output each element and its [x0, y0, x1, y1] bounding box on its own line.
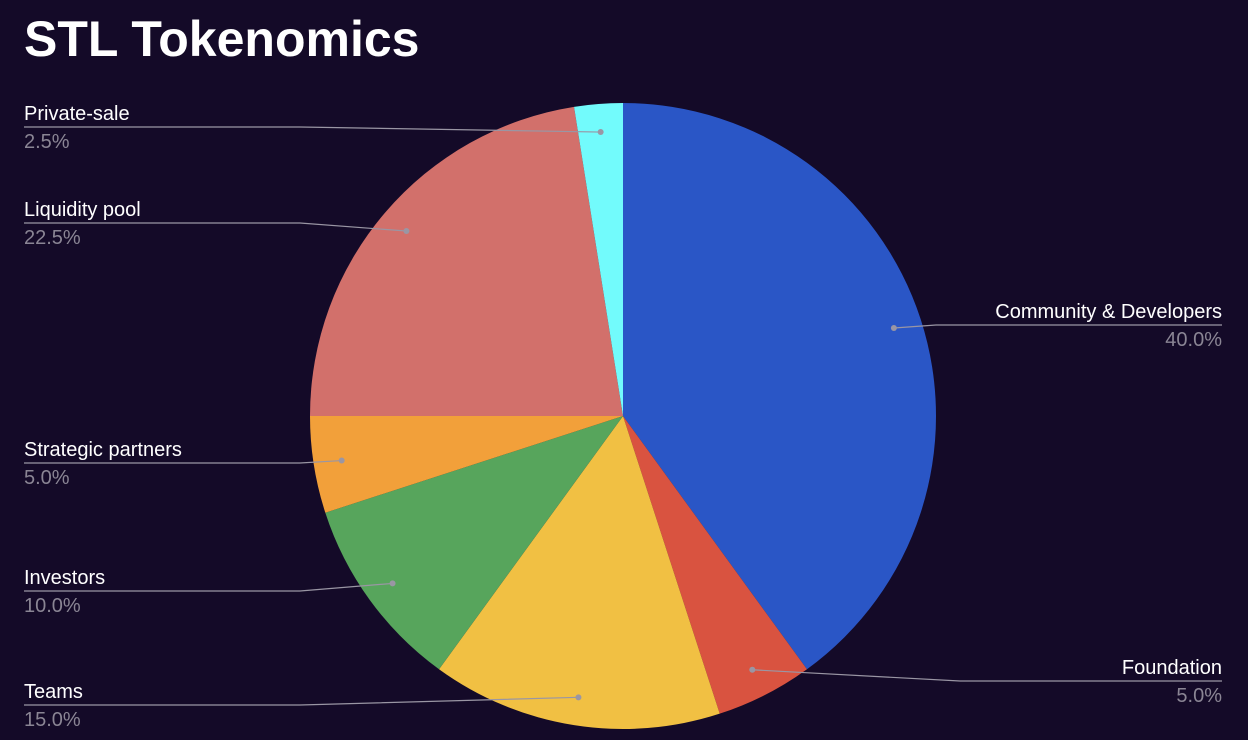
pie-slices — [310, 103, 936, 729]
chart-title: STL Tokenomics — [24, 11, 420, 67]
slice-percent-label: 5.0% — [24, 467, 70, 489]
leader-dot — [749, 666, 756, 673]
slice-percent-label: 40.0% — [1165, 329, 1222, 351]
leader-line — [24, 222, 407, 232]
slice-percent-label: 10.0% — [24, 595, 81, 617]
leader-dot — [338, 457, 345, 464]
slice-percent-label: 2.5% — [24, 131, 70, 153]
slice-percent-label: 15.0% — [24, 709, 81, 731]
slice-percent-label: 5.0% — [1176, 685, 1222, 707]
pie-labels: Community & Developers 40.0% Foundation 5.0… — [24, 103, 1222, 731]
slice-percent-label: 22.5% — [24, 227, 81, 249]
pie-slice-private-sale — [574, 103, 623, 416]
leader-dot — [890, 324, 897, 331]
slice-label: Liquidity pool — [24, 199, 141, 221]
slice-label: Private-sale — [24, 103, 130, 125]
slice-label: Strategic partners — [24, 439, 182, 461]
slice-label: Teams — [24, 681, 83, 703]
leader-dot — [597, 129, 604, 136]
leader-dot — [575, 694, 582, 701]
leader-dot — [389, 580, 396, 587]
leader-line — [24, 126, 601, 133]
pie-slice-investors — [325, 416, 623, 670]
slice-label: Foundation — [1122, 657, 1222, 679]
slice-label: Investors — [24, 567, 105, 589]
pie-slice-liquidity-pool — [310, 106, 623, 416]
pie-slice-strategic-partners — [310, 416, 623, 513]
pie-slice-teams — [439, 416, 720, 729]
leader-line — [24, 459, 342, 464]
slice-label: Community & Developers — [995, 301, 1222, 323]
leader-line — [24, 582, 393, 592]
pie-slice-foundation — [623, 416, 807, 714]
pie-slice-community-developers — [623, 103, 936, 670]
leader-line — [752, 669, 1222, 682]
leader-dot — [403, 228, 410, 235]
leader-line — [24, 696, 579, 706]
leader-line — [893, 324, 1222, 329]
